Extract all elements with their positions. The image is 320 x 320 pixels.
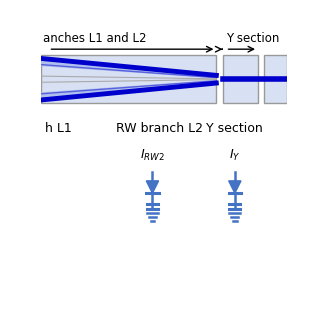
Text: $I_{RW2}$: $I_{RW2}$ — [140, 148, 165, 163]
Polygon shape — [146, 181, 159, 193]
Polygon shape — [41, 80, 216, 101]
Polygon shape — [229, 181, 241, 193]
Bar — [41, 55, 216, 103]
Text: $I_Y$: $I_Y$ — [229, 148, 241, 163]
Text: Y section: Y section — [226, 32, 279, 45]
Text: h L1: h L1 — [45, 122, 71, 134]
Text: RW branch L2: RW branch L2 — [116, 122, 203, 134]
Text: anches L1 and L2: anches L1 and L2 — [43, 32, 147, 45]
Text: Y section: Y section — [206, 122, 263, 134]
Polygon shape — [41, 57, 216, 78]
Bar — [264, 55, 287, 103]
Bar — [222, 55, 258, 103]
